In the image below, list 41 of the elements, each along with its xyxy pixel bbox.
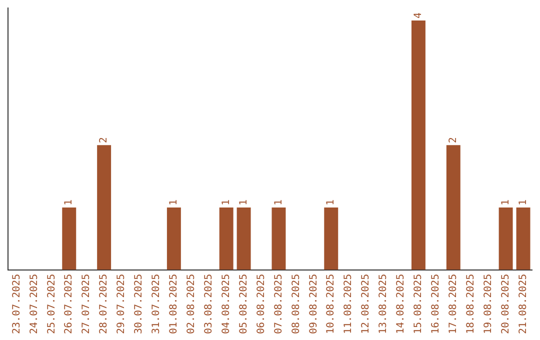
x-tick-label: 16.08.2025 [430, 274, 442, 334]
data-label: 2 [448, 137, 459, 144]
x-tick-label: 18.08.2025 [465, 274, 476, 334]
x-tick-label: 03.08.2025 [203, 274, 214, 334]
x-tick-label: 14.08.2025 [396, 274, 407, 334]
data-label: 1 [64, 199, 75, 206]
x-tick-label: 27.07.2025 [81, 274, 92, 334]
data-label: 1 [500, 199, 512, 206]
x-tick-label: 08.08.2025 [290, 274, 302, 334]
data-label: 2 [98, 137, 110, 144]
x-tick-label: 29.07.2025 [116, 274, 128, 334]
x-tick-label: 13.08.2025 [378, 274, 390, 334]
x-tick-label: 17.08.2025 [448, 274, 459, 334]
data-label: 1 [326, 199, 337, 206]
x-tick-label: 10.08.2025 [326, 274, 337, 334]
x-tick-label: 28.07.2025 [98, 274, 110, 334]
x-tick-label: 30.07.2025 [134, 274, 145, 334]
data-label: 1 [220, 199, 232, 206]
data-label: 1 [168, 199, 180, 206]
data-label: 1 [238, 199, 250, 206]
data-label: 4 [413, 12, 424, 18]
data-label: 1 [273, 199, 284, 206]
x-tick-label: 02.08.2025 [186, 274, 197, 334]
x-tick-label: 19.08.2025 [482, 274, 494, 334]
x-tick-label: 09.08.2025 [308, 274, 320, 334]
x-tick-label: 23.07.2025 [11, 274, 22, 334]
x-tick-label: 31.07.2025 [151, 274, 162, 334]
x-tick-label: 15.08.2025 [413, 274, 424, 334]
x-tick-label: 20.08.2025 [500, 274, 512, 334]
x-tick-label: 11.08.2025 [343, 274, 354, 334]
x-tick-label: 04.08.2025 [220, 274, 232, 334]
x-tick-label: 24.07.2025 [28, 274, 40, 334]
x-tick-label: 25.07.2025 [46, 274, 58, 334]
x-tick-label: 26.07.2025 [64, 274, 75, 334]
x-tick-label: 07.08.2025 [273, 274, 284, 334]
x-tick-label: 05.08.2025 [238, 274, 250, 334]
x-tick-label: 06.08.2025 [256, 274, 267, 334]
x-tick-label: 12.08.2025 [360, 274, 372, 334]
x-tick-label: 21.08.2025 [518, 274, 529, 334]
x-tick-label: 01.08.2025 [168, 274, 180, 334]
data-label: 1 [518, 199, 529, 206]
